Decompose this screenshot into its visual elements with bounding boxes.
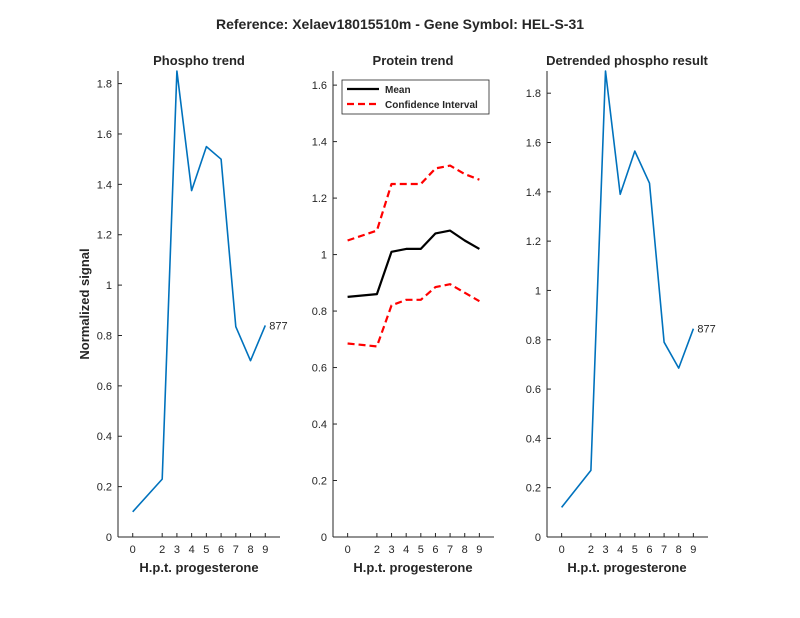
y-tick-label: 1.2 <box>97 230 112 242</box>
y-tick-label: 0.4 <box>526 433 541 445</box>
y-tick-label: 0 <box>535 532 541 544</box>
x-tick-label: 5 <box>203 544 209 556</box>
figure-suptitle: Reference: Xelaev18015510m - Gene Symbol… <box>216 16 584 32</box>
phospho-line <box>132 70 267 513</box>
y-tick-label: 1 <box>106 280 112 292</box>
x-axis-label: H.p.t. progesterone <box>353 560 472 575</box>
x-tick-label: 3 <box>602 544 608 556</box>
y-tick-label: 1.8 <box>97 79 112 91</box>
x-tick-label: 8 <box>462 544 468 556</box>
y-tick-label: 1 <box>535 285 541 297</box>
y-tick-label: 1.6 <box>526 138 541 150</box>
panel-title: Detrended phospho result <box>546 53 708 68</box>
ci-upper-line <box>347 164 480 242</box>
y-tick-label: 0 <box>321 532 327 544</box>
y-tick-label: 0.6 <box>312 363 327 375</box>
x-tick-label: 9 <box>690 544 696 556</box>
y-tick-label: 0 <box>106 532 112 544</box>
point-annotation: 877 <box>269 320 287 332</box>
y-tick-label: 1.4 <box>526 187 541 199</box>
legend: Mean Confidence Interval <box>341 79 490 115</box>
x-tick-label: 2 <box>159 544 165 556</box>
y-tick-label: 1.6 <box>312 80 327 92</box>
panel-phospho-trend: Phospho trend H.p.t. progesterone Normal… <box>77 53 288 575</box>
x-tick-label: 2 <box>374 544 380 556</box>
y-tick-label: 1.4 <box>312 137 327 149</box>
y-tick-label: 0.8 <box>97 330 112 342</box>
y-tick-label: 0.6 <box>526 384 541 396</box>
y-tick-label: 1.2 <box>526 236 541 248</box>
x-tick-label: 6 <box>646 544 652 556</box>
x-axis-label: H.p.t. progesterone <box>139 560 258 575</box>
x-tick-label: 5 <box>632 544 638 556</box>
panel-protein-trend: Protein trend H.p.t. progesterone 0 0.2 0.… <box>312 53 494 575</box>
x-tick-label: 5 <box>418 544 424 556</box>
y-tick-label: 0.8 <box>526 335 541 347</box>
x-tick-label: 3 <box>174 544 180 556</box>
x-tick-label: 7 <box>233 544 239 556</box>
x-tick-label: 0 <box>345 544 351 556</box>
x-tick-label: 4 <box>403 544 409 556</box>
ci-lower-line <box>347 283 480 348</box>
panel-title: Phospho trend <box>153 53 245 68</box>
y-tick-label: 1.2 <box>312 193 327 205</box>
panel-title: Protein trend <box>373 53 454 68</box>
y-axis-label: Normalized signal <box>77 248 92 359</box>
mean-line <box>347 229 480 298</box>
x-tick-label: 0 <box>559 544 565 556</box>
x-tick-label: 4 <box>189 544 195 556</box>
x-tick-label: 6 <box>218 544 224 556</box>
y-tick-label: 0.4 <box>97 431 112 443</box>
detrended-line <box>560 70 695 508</box>
y-tick-label: 0.4 <box>312 419 327 431</box>
x-tick-label: 9 <box>262 544 268 556</box>
legend-mean-label: Mean <box>385 85 411 96</box>
x-tick-label: 7 <box>447 544 453 556</box>
legend-box <box>341 79 490 115</box>
x-tick-label: 0 <box>130 544 136 556</box>
y-tick-label: 1.6 <box>97 129 112 141</box>
x-tick-label: 3 <box>388 544 394 556</box>
y-tick-label: 0.6 <box>97 381 112 393</box>
x-tick-label: 4 <box>617 544 623 556</box>
y-tick-label: 0.2 <box>312 476 327 488</box>
legend-ci-label: Confidence Interval <box>385 100 478 111</box>
x-axis-label: H.p.t. progesterone <box>567 560 686 575</box>
x-tick-label: 2 <box>588 544 594 556</box>
y-tick-label: 0.8 <box>312 306 327 318</box>
x-tick-label: 7 <box>661 544 667 556</box>
x-tick-label: 6 <box>432 544 438 556</box>
x-tick-label: 8 <box>247 544 253 556</box>
y-tick-label: 1.8 <box>526 88 541 100</box>
y-tick-label: 0.2 <box>97 482 112 494</box>
point-annotation: 877 <box>697 324 715 336</box>
x-tick-label: 9 <box>476 544 482 556</box>
y-tick-label: 1 <box>321 250 327 262</box>
y-tick-label: 1.4 <box>97 179 112 191</box>
panel-detrended-phospho: Detrended phospho result H.p.t. progeste… <box>526 53 716 575</box>
x-tick-label: 8 <box>676 544 682 556</box>
y-tick-label: 0.2 <box>526 483 541 495</box>
